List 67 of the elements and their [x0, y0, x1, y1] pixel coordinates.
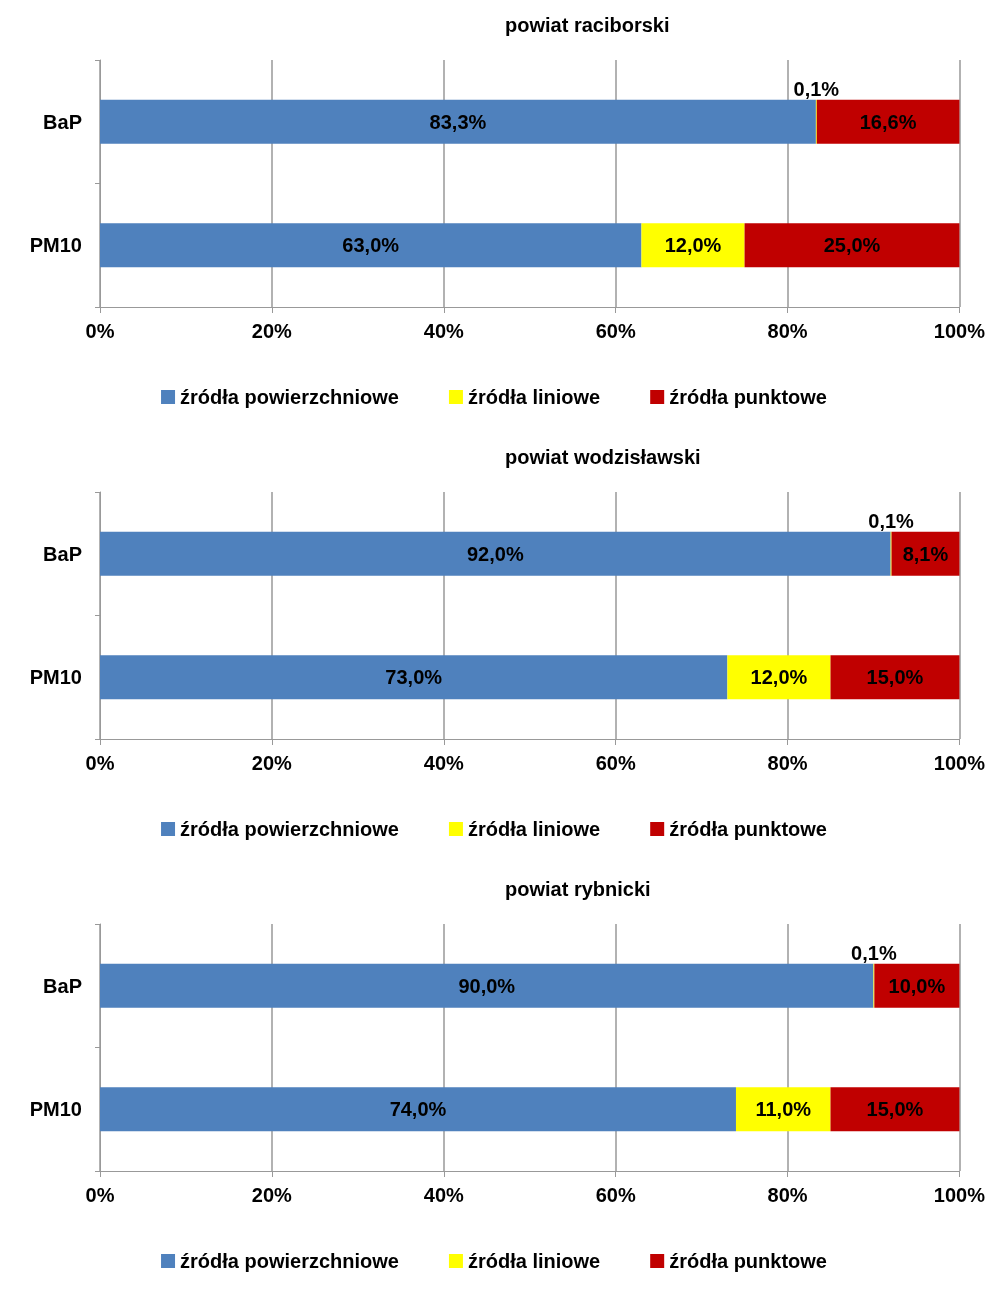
data-label: 8,1%: [902, 542, 949, 565]
y-tick-label: BaP: [43, 974, 82, 997]
x-tick-label: 40%: [423, 320, 464, 342]
y-tick-label: BaP: [43, 542, 82, 565]
x-tick-label: 60%: [595, 1184, 636, 1206]
bar: [830, 1087, 960, 1132]
x-tick-label: 80%: [767, 320, 808, 342]
legend-label: źródła powierzchniowe: [180, 1250, 399, 1272]
chart-title: powiat raciborski: [505, 14, 670, 36]
y-tick-label: BaP: [43, 110, 82, 133]
bar: [100, 1087, 736, 1132]
legend-label: źródła liniowe: [467, 386, 601, 408]
bar: [735, 1087, 831, 1132]
data-label: 74,0%: [389, 1098, 447, 1121]
bar: [100, 223, 642, 268]
data-label: 12,0%: [750, 666, 808, 689]
data-label: 63,0%: [342, 234, 400, 257]
x-tick-label: 60%: [595, 752, 636, 774]
x-tick-label: 40%: [423, 1184, 464, 1206]
x-tick-label: 100%: [933, 1184, 986, 1206]
x-tick-label: 20%: [251, 320, 293, 342]
chart-title: powiat rybnicki: [505, 878, 651, 900]
data-label: 0,1%: [793, 77, 840, 100]
x-tick-label: 40%: [423, 752, 464, 774]
legend-label: źródła punktowe: [669, 1250, 827, 1272]
data-label: 15,0%: [866, 1098, 924, 1121]
x-tick-label: 100%: [933, 752, 986, 774]
x-tick-label: 0%: [85, 752, 115, 774]
data-label: 25,0%: [823, 234, 881, 257]
bar: [830, 655, 960, 700]
data-label: 15,0%: [866, 666, 924, 689]
legend-label: źródła powierzchniowe: [180, 818, 399, 840]
bar: [100, 963, 874, 1008]
data-label: 16,6%: [859, 110, 917, 133]
data-label: 10,0%: [888, 974, 946, 997]
data-label: 11,0%: [755, 1098, 812, 1121]
bar: [100, 531, 891, 576]
y-tick-label: PM10: [29, 234, 82, 257]
y-tick-label: PM10: [29, 1098, 82, 1121]
bar: [100, 655, 728, 700]
x-tick-label: 80%: [767, 752, 808, 774]
x-tick-label: 100%: [933, 320, 986, 342]
bar: [816, 99, 960, 144]
data-label: 0,1%: [851, 941, 897, 964]
data-label: 90,0%: [458, 974, 516, 997]
data-label: 83,3%: [429, 110, 487, 133]
bar: [641, 223, 745, 268]
legend-label: źródła punktowe: [669, 386, 827, 408]
data-label: 12,0%: [664, 234, 722, 257]
data-label: 0,1%: [868, 509, 915, 532]
legend-label: źródła punktowe: [669, 818, 827, 840]
chart-title: powiat wodzisławski: [505, 446, 701, 468]
bar: [100, 99, 816, 144]
x-tick-label: 80%: [767, 1184, 808, 1206]
x-tick-label: 20%: [251, 752, 293, 774]
bar: [727, 655, 831, 700]
legend-label: źródła liniowe: [467, 818, 601, 840]
legend-label: źródła liniowe: [467, 1250, 601, 1272]
y-tick-label: PM10: [29, 666, 82, 689]
x-tick-label: 0%: [85, 320, 115, 342]
data-label: 92,0%: [466, 542, 524, 565]
x-tick-label: 60%: [595, 320, 636, 342]
x-tick-label: 0%: [85, 1184, 115, 1206]
data-label: 73,0%: [385, 666, 443, 689]
bar: [744, 223, 960, 268]
legend-label: źródła powierzchniowe: [180, 386, 399, 408]
x-tick-label: 20%: [251, 1184, 293, 1206]
